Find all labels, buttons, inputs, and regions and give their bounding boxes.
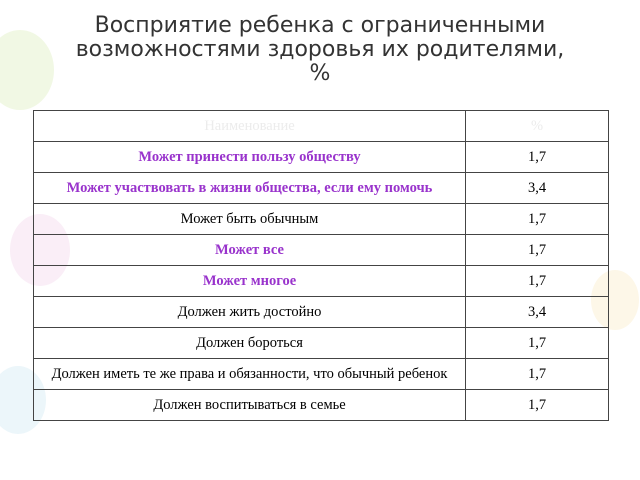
cell: Должен воспитываться в семье xyxy=(33,389,466,421)
cell: 3,4 xyxy=(465,296,609,328)
cell: Может все xyxy=(33,234,466,266)
cell: Должен жить достойно xyxy=(33,296,466,328)
cell: Должен бороться xyxy=(33,327,466,359)
cell: 1,7 xyxy=(465,265,609,297)
title: Восприятие ребенка с ограниченными возмо… xyxy=(20,14,620,86)
cell: 3,4 xyxy=(465,172,609,204)
cell: 1,7 xyxy=(465,389,609,421)
cell: 1,7 xyxy=(465,234,609,266)
table: Наименование % Может принести пользу общ… xyxy=(33,110,609,421)
header-cell: % xyxy=(465,110,609,142)
row: Может все 1,7 xyxy=(33,234,609,266)
row: Может участвовать в жизни общества, если… xyxy=(33,172,609,204)
cell: 1,7 xyxy=(465,141,609,173)
cell: Может принести пользу обществу xyxy=(33,141,466,173)
cell: 1,7 xyxy=(465,327,609,359)
title-line: возможностями здоровья их родителями, xyxy=(75,37,565,62)
cell: 1,7 xyxy=(465,358,609,390)
cell: Должен иметь те же права и обязанности, … xyxy=(33,358,466,390)
cell: 1,7 xyxy=(465,203,609,235)
row: Может многое 1,7 xyxy=(33,265,609,297)
row: Должен бороться 1,7 xyxy=(33,327,609,359)
row: Может принести пользу обществу 1,7 xyxy=(33,141,609,173)
row: Должен иметь те же права и обязанности, … xyxy=(33,358,609,390)
header-cell: Наименование xyxy=(33,110,466,142)
row: Должен жить достойно 3,4 xyxy=(33,296,609,328)
header-row: Наименование % xyxy=(33,110,609,142)
cell: Может быть обычным xyxy=(33,203,466,235)
cell: Может участвовать в жизни общества, если… xyxy=(33,172,466,204)
balloon xyxy=(0,30,54,110)
row: Должен воспитываться в семье 1,7 xyxy=(33,389,609,421)
title-line: % xyxy=(309,61,331,86)
cell: Может многое xyxy=(33,265,466,297)
row: Может быть обычным 1,7 xyxy=(33,203,609,235)
title-line: Восприятие ребенка с ограниченными xyxy=(94,13,546,38)
